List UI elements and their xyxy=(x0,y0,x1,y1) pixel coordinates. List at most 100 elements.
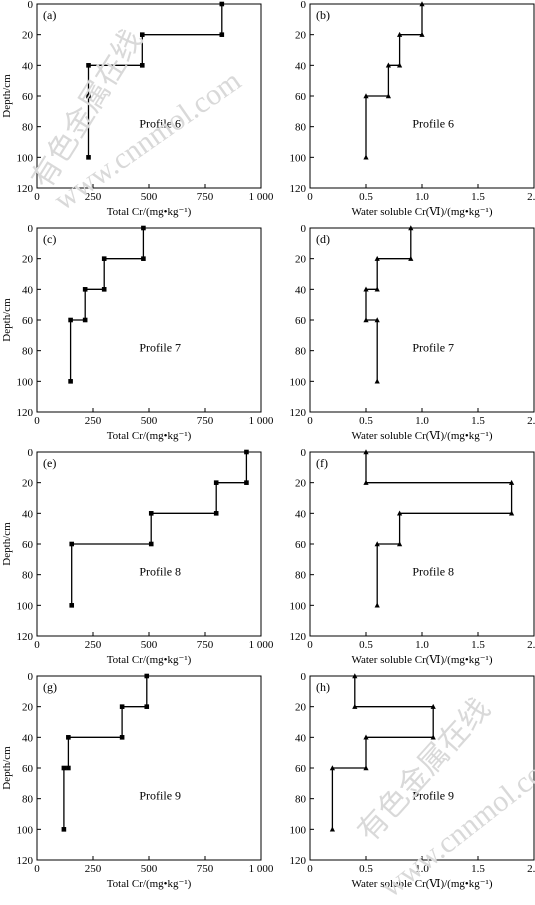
series-line xyxy=(71,228,144,381)
y-tick-label: 60 xyxy=(295,539,307,551)
x-tick-label: 0 xyxy=(307,863,313,875)
profile-annotation: Profile 6 xyxy=(139,116,181,130)
panel-label: (e) xyxy=(43,456,56,470)
profile-annotation: Profile 8 xyxy=(139,564,181,578)
data-point xyxy=(214,511,219,516)
data-point xyxy=(102,256,107,261)
data-point xyxy=(244,450,249,455)
x-tick-label: 1 000 xyxy=(249,639,274,651)
data-point xyxy=(69,603,74,608)
x-tick-label: 0.5 xyxy=(359,863,373,875)
panel-f: 00.51.01.52.0020406080100120Water solubl… xyxy=(290,447,535,666)
y-tick-label: 80 xyxy=(22,570,34,582)
y-tick-label: 20 xyxy=(22,478,34,490)
y-tick-label: 20 xyxy=(22,702,34,714)
x-tick-label: 0.5 xyxy=(359,191,373,203)
x-tick-label: 750 xyxy=(197,191,214,203)
x-tick-label: 500 xyxy=(141,191,158,203)
x-tick-label: 0 xyxy=(34,415,40,427)
series-line xyxy=(72,452,247,605)
y-tick-label: 40 xyxy=(295,60,307,72)
panel-label: (d) xyxy=(316,232,330,246)
y-tick-label: 80 xyxy=(295,122,307,134)
series-line xyxy=(332,676,433,829)
y-tick-label: 40 xyxy=(22,60,34,72)
y-tick-label: 20 xyxy=(295,254,307,266)
data-point xyxy=(86,155,91,160)
x-axis-label: Water soluble Cr(Ⅵ)/(mg•kg⁻¹) xyxy=(351,206,492,218)
profile-annotation: Profile 7 xyxy=(412,340,454,354)
x-tick-label: 0 xyxy=(307,415,313,427)
x-axis-label: Total Cr/(mg•kg⁻¹) xyxy=(107,206,192,218)
data-point xyxy=(214,480,219,485)
x-axis-label: Water soluble Cr(Ⅵ)/(mg•kg⁻¹) xyxy=(351,654,492,666)
y-tick-label: 80 xyxy=(22,346,34,358)
y-tick-label: 60 xyxy=(22,315,34,327)
y-tick-label: 60 xyxy=(295,315,307,327)
plot-frame xyxy=(37,4,261,188)
y-tick-label: 80 xyxy=(22,122,34,134)
x-tick-label: 1.5 xyxy=(471,863,485,875)
y-tick-label: 60 xyxy=(22,539,34,551)
x-tick-label: 0 xyxy=(307,191,313,203)
x-tick-label: 500 xyxy=(141,639,158,651)
series-line xyxy=(366,4,422,157)
panel-label: (c) xyxy=(43,232,56,246)
x-axis-label: Total Cr/(mg•kg⁻¹) xyxy=(107,878,192,890)
x-axis-label: Water soluble Cr(Ⅵ)/(mg•kg⁻¹) xyxy=(351,430,492,442)
y-tick-label: 60 xyxy=(22,91,34,103)
y-tick-label: 20 xyxy=(295,30,307,42)
x-tick-label: 1.5 xyxy=(471,191,485,203)
y-tick-label: 120 xyxy=(17,183,34,195)
data-point xyxy=(86,94,91,99)
x-axis-label: Water soluble Cr(Ⅵ)/(mg•kg⁻¹) xyxy=(351,878,492,890)
series-line xyxy=(89,4,222,157)
y-tick-label: 80 xyxy=(22,794,34,806)
y-tick-label: 80 xyxy=(295,794,307,806)
y-tick-label: 120 xyxy=(17,407,34,419)
y-tick-label: 100 xyxy=(290,152,307,164)
data-point xyxy=(62,827,67,832)
data-point xyxy=(83,287,88,292)
y-tick-label: 40 xyxy=(22,284,34,296)
y-tick-label: 100 xyxy=(17,824,34,836)
x-tick-label: 2.0 xyxy=(527,415,535,427)
x-tick-label: 1.0 xyxy=(415,863,429,875)
y-tick-label: 20 xyxy=(295,478,307,490)
y-tick-label: 120 xyxy=(17,631,34,643)
y-tick-label: 0 xyxy=(301,447,307,459)
data-point xyxy=(375,379,380,384)
x-tick-label: 0.5 xyxy=(359,415,373,427)
x-tick-label: 250 xyxy=(85,639,102,651)
data-point xyxy=(66,735,71,740)
panel-d: 00.51.01.52.0020406080100120Water solubl… xyxy=(290,223,535,442)
plot-frame xyxy=(310,452,534,636)
y-tick-label: 0 xyxy=(28,671,34,683)
y-tick-label: 120 xyxy=(290,407,307,419)
y-tick-label: 60 xyxy=(295,763,307,775)
data-point xyxy=(144,674,149,679)
profile-annotation: Profile 6 xyxy=(412,116,454,130)
y-axis-label: Depth/cm xyxy=(1,746,13,790)
x-tick-label: 1.0 xyxy=(415,415,429,427)
x-tick-label: 2.0 xyxy=(527,191,535,203)
x-tick-label: 250 xyxy=(85,415,102,427)
x-tick-label: 0.5 xyxy=(359,639,373,651)
panel-h: 00.51.01.52.0020406080100120Water solubl… xyxy=(290,671,535,890)
x-tick-label: 0 xyxy=(34,863,40,875)
y-tick-label: 40 xyxy=(22,732,34,744)
y-tick-label: 120 xyxy=(17,855,34,867)
x-tick-label: 1.0 xyxy=(415,639,429,651)
data-point xyxy=(102,287,107,292)
y-tick-label: 120 xyxy=(290,183,307,195)
x-tick-label: 750 xyxy=(197,639,214,651)
data-point xyxy=(141,256,146,261)
y-tick-label: 80 xyxy=(295,346,307,358)
x-tick-label: 500 xyxy=(141,415,158,427)
data-point xyxy=(330,827,335,832)
panel-label: (b) xyxy=(316,8,330,22)
x-tick-label: 1 000 xyxy=(249,191,274,203)
